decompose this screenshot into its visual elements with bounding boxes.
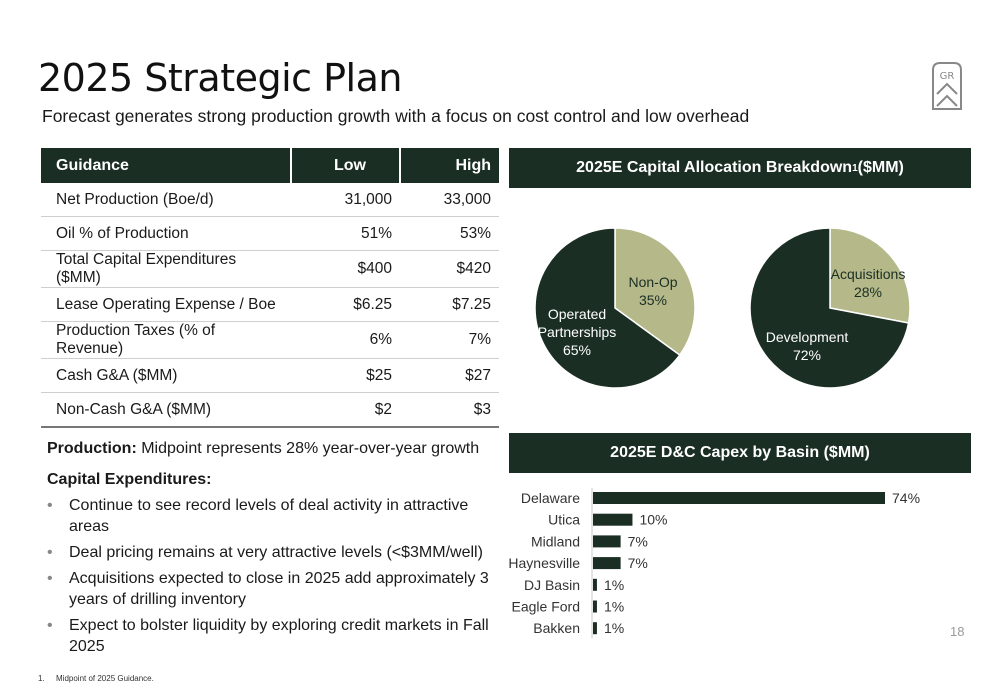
- row-label: Lease Operating Expense / Boe: [41, 287, 291, 322]
- bullet-item: Continue to see record levels of deal ac…: [47, 495, 492, 537]
- row-low: $6.25: [291, 287, 400, 322]
- row-low: $400: [291, 250, 400, 288]
- row-high: $3: [400, 392, 499, 428]
- bar-category-label: Bakken: [533, 620, 580, 636]
- bar-value-label: 7%: [628, 555, 648, 571]
- header-guidance: Guidance: [41, 148, 291, 183]
- pie-slice-label: Non-Op 35%: [628, 274, 677, 308]
- partnership-pie-chart: Non-Op 35% Operated Partnerships 65%: [534, 227, 696, 389]
- row-high: 7%: [400, 321, 499, 359]
- footnote: 1. Midpoint of 2025 Guidance.: [38, 674, 154, 683]
- row-high: $7.25: [400, 287, 499, 322]
- capital-allocation-title-suffix: ($MM): [857, 159, 904, 176]
- row-high: $420: [400, 250, 499, 288]
- bar: [593, 557, 621, 570]
- row-label: Net Production (Boe/d): [41, 183, 291, 217]
- footnote-text: Midpoint of 2025 Guidance.: [56, 674, 154, 683]
- bar-category-label: Delaware: [521, 490, 580, 506]
- row-high: 33,000: [400, 183, 499, 217]
- bar-value-label: 7%: [628, 533, 648, 549]
- row-label: Oil % of Production: [41, 216, 291, 251]
- bar-category-label: Haynesville: [508, 555, 580, 571]
- capex-bullets: Continue to see record levels of deal ac…: [47, 495, 492, 657]
- header-high: High: [399, 148, 499, 183]
- page-title: 2025 Strategic Plan: [38, 56, 403, 100]
- bar: [593, 622, 597, 635]
- table-row: Oil % of Production 51% 53%: [41, 216, 499, 251]
- bar-category-label: Midland: [531, 533, 580, 549]
- table-row: Total Capital Expenditures ($MM) $400 $4…: [41, 250, 499, 288]
- bar-value-label: 10%: [639, 512, 667, 528]
- table-row: Production Taxes (% of Revenue) 6% 7%: [41, 321, 499, 359]
- row-high: $27: [400, 358, 499, 393]
- bar: [593, 600, 597, 613]
- bar-category-label: DJ Basin: [524, 577, 580, 593]
- pie-slice: [614, 227, 696, 357]
- table-row: Net Production (Boe/d) 31,000 33,000: [41, 183, 499, 217]
- bar-value-label: 74%: [892, 490, 920, 506]
- company-logo: GR: [932, 62, 962, 110]
- logo-text: GR: [940, 71, 955, 82]
- row-low: 31,000: [291, 183, 400, 217]
- row-low: 6%: [291, 321, 400, 359]
- row-low: 51%: [291, 216, 400, 251]
- footnote-marker: 1: [852, 162, 858, 174]
- pie-slice: [534, 227, 681, 389]
- row-low: $25: [291, 358, 400, 393]
- bar: [593, 513, 633, 526]
- guidance-header-row: Guidance Low High: [41, 148, 499, 183]
- guidance-table: Guidance Low High Net Production (Boe/d)…: [41, 148, 499, 428]
- table-row: Non-Cash G&A ($MM) $2 $3: [41, 392, 499, 428]
- row-label: Non-Cash G&A ($MM): [41, 392, 291, 428]
- page-number: 18: [950, 624, 965, 639]
- capital-allocation-title: 2025E Capital Allocation Breakdown: [576, 159, 853, 176]
- bar: [593, 492, 885, 504]
- production-text: Midpoint represents 28% year-over-year g…: [136, 440, 480, 457]
- bar-value-label: 1%: [604, 620, 624, 636]
- table-row: Cash G&A ($MM) $25 $27: [41, 358, 499, 393]
- bar-value-label: 1%: [604, 577, 624, 593]
- table-row: Lease Operating Expense / Boe $6.25 $7.2…: [41, 287, 499, 322]
- row-label: Production Taxes (% of Revenue): [41, 321, 291, 359]
- bullet-item: Expect to bolster liquidity by exploring…: [47, 615, 492, 657]
- bar-value-label: 1%: [604, 599, 624, 615]
- header-low: Low: [290, 148, 400, 183]
- bar: [593, 535, 621, 548]
- acquisition-pie-chart: Acquisitions 28% Development 72%: [749, 227, 911, 389]
- bullet-item: Deal pricing remains at very attractive …: [47, 542, 492, 563]
- capex-basin-header: 2025E D&C Capex by Basin ($MM): [509, 433, 971, 473]
- bar-category-label: Utica: [548, 512, 580, 528]
- pie-slice: [829, 227, 911, 324]
- capex-basin-bar-chart: Delaware 74% Utica 10% Midland 7% Haynesville 7…: [508, 488, 920, 639]
- production-label: Production:: [47, 440, 137, 457]
- pie-slice-label: Operated Partnerships 65%: [538, 306, 617, 358]
- capex-heading: Capital Expenditures:: [47, 471, 212, 488]
- row-label: Cash G&A ($MM): [41, 358, 291, 393]
- page-subtitle: Forecast generates strong production gro…: [42, 106, 750, 126]
- notes-section: Production: Midpoint represents 28% year…: [47, 438, 492, 662]
- pie-slice: [749, 227, 910, 389]
- row-high: 53%: [400, 216, 499, 251]
- capital-allocation-header: 2025E Capital Allocation Breakdown 1 ($MM…: [509, 148, 971, 188]
- capex-basin-title: 2025E D&C Capex by Basin ($MM): [610, 444, 870, 461]
- bar-category-label: Eagle Ford: [512, 599, 580, 615]
- row-low: $2: [291, 392, 400, 428]
- bullet-item: Acquisitions expected to close in 2025 a…: [47, 568, 492, 610]
- bar: [593, 578, 597, 591]
- row-label: Total Capital Expenditures ($MM): [41, 250, 291, 288]
- production-note: Production: Midpoint represents 28% year…: [47, 438, 492, 459]
- pie-slice-label: Acquisitions 28%: [831, 266, 906, 300]
- pie-slice-label: Development 72%: [766, 329, 849, 363]
- footnote-number: 1.: [38, 674, 45, 683]
